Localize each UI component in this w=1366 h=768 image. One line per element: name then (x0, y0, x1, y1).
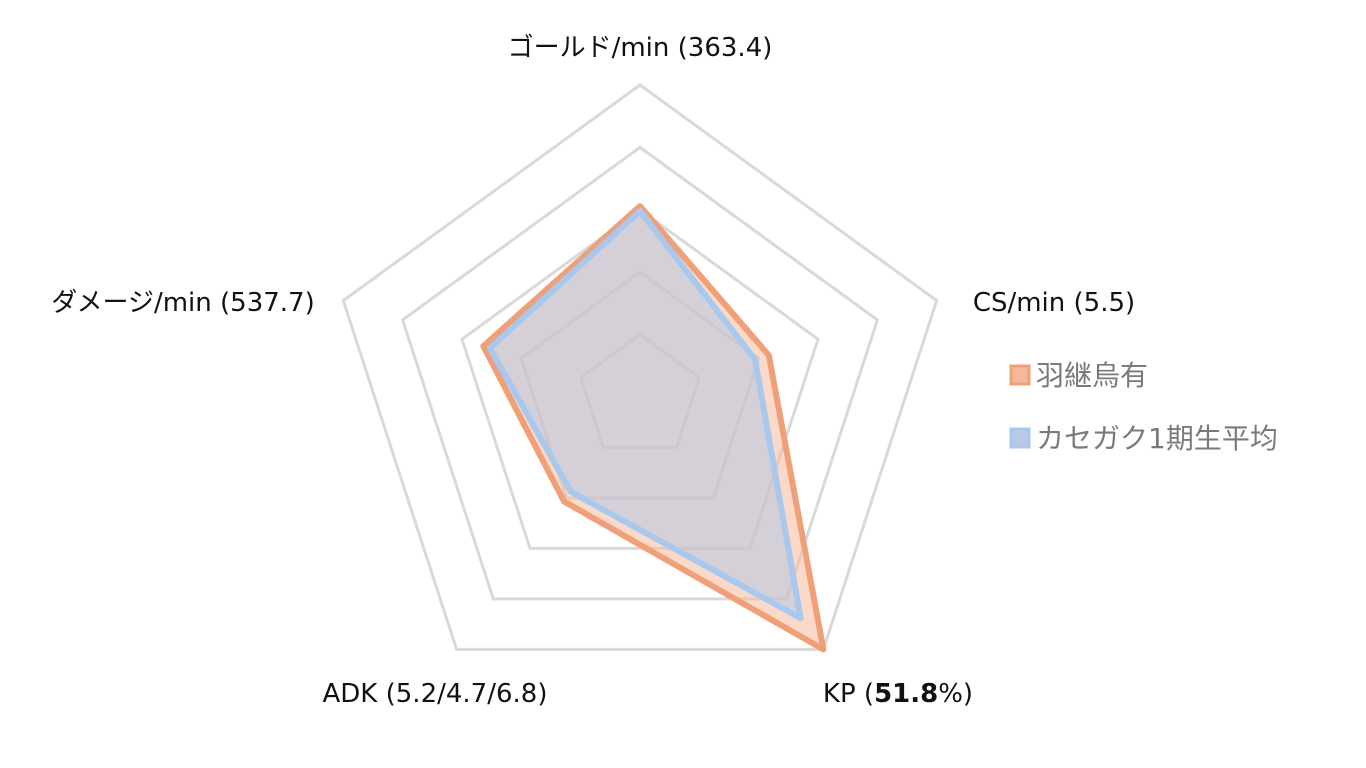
axis-label-3: KP (51.8%) (823, 679, 973, 709)
axis-label-2: CS/min (5.5) (973, 288, 1135, 318)
axis-labels: ゴールド/min (363.4) CS/min (5.5) KP (51.8%) AD… (51, 33, 1135, 709)
legend-label-1: 羽継烏有 (1036, 359, 1148, 392)
grid-ring (400, 145, 880, 601)
grid-ring (341, 83, 939, 651)
axis-label-4: ADK (5.2/4.7/6.8) (323, 679, 548, 709)
axis-label-5: ダメージ/min (537.7) (51, 288, 315, 318)
legend-swatch-2 (1009, 427, 1031, 449)
axis-label-1: ゴールド/min (363.4) (508, 33, 773, 63)
grid-ring (460, 207, 820, 550)
legend-swatch-1 (1009, 364, 1031, 386)
radar-series (480, 203, 827, 653)
legend-label-2: カセガク1期生平均 (1036, 422, 1278, 455)
series-polygon-2 (486, 208, 804, 622)
